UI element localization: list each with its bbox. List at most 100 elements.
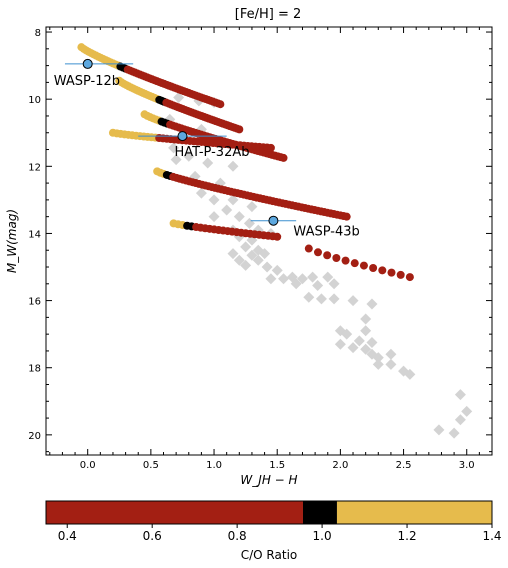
colorbar-frame — [45, 500, 493, 525]
field-object-marker — [347, 295, 359, 307]
field-object-marker — [227, 194, 239, 206]
model-point — [216, 100, 225, 109]
model-point — [341, 256, 350, 265]
field-object-marker — [341, 328, 353, 340]
model-point — [235, 125, 244, 134]
model-point — [323, 251, 332, 260]
x-tick-label: 0.5 — [143, 460, 159, 471]
field-object-marker — [385, 358, 397, 370]
field-object-marker — [246, 249, 258, 261]
field-object-marker — [227, 160, 239, 172]
model-point — [396, 270, 405, 279]
field-object-marker — [334, 338, 346, 350]
model-point — [405, 273, 414, 282]
colorbar-tick-label: 1.4 — [482, 529, 501, 543]
colorbar-segment — [46, 501, 303, 524]
y-tick-label: 10 — [28, 95, 41, 106]
field-object-marker — [265, 273, 277, 285]
field-object-marker — [240, 259, 252, 271]
x-tick-label: 1.5 — [269, 460, 285, 471]
field-object-marker — [312, 279, 324, 291]
field-object-marker — [233, 254, 245, 266]
colorbar-tick-label: 0.8 — [228, 529, 247, 543]
field-object-marker — [366, 337, 378, 349]
planet-marker — [177, 131, 188, 142]
field-object-marker — [246, 201, 258, 213]
y-tick-label: 12 — [28, 162, 41, 173]
model-point — [266, 143, 275, 152]
field-object-marker — [328, 278, 340, 290]
colorbar-tick-label: 0.6 — [143, 529, 162, 543]
colorbar-tick-label: 0.4 — [58, 529, 77, 543]
colorbar-label: C/O Ratio — [241, 548, 298, 562]
field-object-marker — [208, 211, 220, 223]
planet-marker — [82, 58, 93, 69]
model-point — [378, 266, 387, 275]
field-object-marker — [322, 271, 334, 283]
x-tick-label: 1.0 — [206, 460, 222, 471]
field-object-marker — [271, 264, 283, 276]
field-object-marker — [173, 91, 185, 103]
x-tick-label: 3.0 — [459, 460, 475, 471]
field-object-marker — [385, 348, 397, 360]
field-object-marker — [290, 278, 302, 290]
field-object-marker — [303, 291, 315, 303]
model-point — [342, 212, 351, 221]
field-object-marker — [404, 368, 416, 380]
planet-label: WASP-12b — [54, 74, 120, 89]
field-object-marker — [433, 424, 445, 436]
model-point — [369, 263, 378, 272]
field-object-marker — [240, 241, 252, 253]
field-object-marker — [448, 427, 460, 439]
field-object-marker — [252, 254, 264, 266]
x-tick-label: 2.5 — [396, 460, 412, 471]
model-point — [332, 254, 341, 263]
model-point — [279, 153, 288, 162]
planet-marker — [268, 215, 279, 226]
colorbar-segment — [336, 501, 492, 524]
field-object-marker — [183, 150, 195, 162]
planet-label: WASP-43b — [293, 225, 359, 240]
y-axis-label: M_W(mag) — [5, 209, 19, 273]
model-point — [313, 248, 322, 257]
colorbar-tick-label: 1.2 — [398, 529, 417, 543]
field-object-marker — [372, 352, 384, 364]
model-point — [350, 259, 359, 268]
x-tick-label: 0.0 — [80, 460, 96, 471]
field-object-marker — [461, 405, 473, 417]
colorbar-segment — [302, 501, 337, 524]
field-object-marker — [261, 261, 273, 273]
field-object-marker — [168, 142, 180, 154]
field-object-marker — [360, 325, 372, 337]
field-object-marker — [278, 273, 290, 285]
y-tick-label: 18 — [28, 364, 41, 375]
field-object-marker — [353, 335, 365, 347]
field-object-marker — [347, 342, 359, 354]
field-object-marker — [366, 298, 378, 310]
field-object-marker — [221, 204, 233, 216]
model-point — [359, 261, 368, 270]
field-object-marker — [454, 389, 466, 401]
field-object-marker — [296, 273, 308, 285]
field-object-marker — [360, 313, 372, 325]
y-tick-label: 16 — [28, 297, 41, 308]
model-point — [273, 232, 282, 241]
y-tick-label: 8 — [35, 28, 41, 39]
model-point — [304, 244, 313, 253]
field-object-marker — [315, 293, 327, 305]
x-axis-label: W_JH − H — [240, 473, 297, 487]
field-object-marker — [202, 157, 214, 169]
y-tick-label: 20 — [28, 431, 41, 442]
field-object-marker — [208, 194, 220, 206]
colorbar-tick-label: 1.0 — [313, 529, 332, 543]
field-object-marker — [372, 358, 384, 370]
planet-label: HAT-P-32Ab — [174, 145, 249, 160]
field-object-marker — [307, 271, 319, 283]
field-object-marker — [259, 248, 271, 260]
field-object-marker — [454, 414, 466, 426]
field-object-marker — [233, 211, 245, 223]
field-object-marker — [328, 293, 340, 305]
field-object-marker — [227, 248, 239, 260]
x-tick-label: 2.0 — [332, 460, 348, 471]
